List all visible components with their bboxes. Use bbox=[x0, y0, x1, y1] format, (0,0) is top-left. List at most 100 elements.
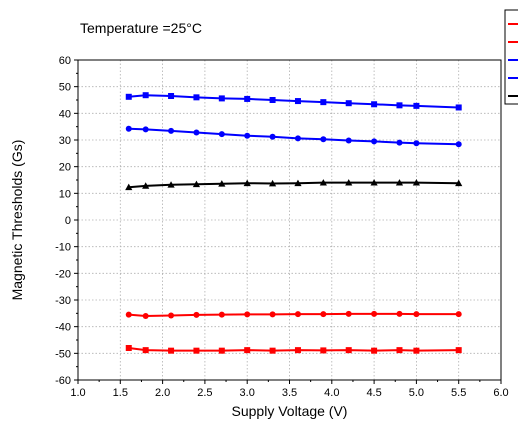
data-point bbox=[218, 347, 225, 354]
data-point bbox=[269, 133, 276, 140]
data-point bbox=[142, 126, 149, 133]
series-2 bbox=[125, 310, 462, 319]
data-point bbox=[320, 136, 327, 143]
data-point bbox=[244, 347, 251, 354]
x-tick-label: 2.0 bbox=[155, 387, 170, 399]
legend bbox=[504, 9, 518, 105]
x-tick-label: 4.0 bbox=[324, 387, 339, 399]
y-axis-title: Magnetic Thresholds (Gs) bbox=[9, 140, 25, 301]
y-tick-label: -20 bbox=[55, 268, 71, 280]
data-point bbox=[125, 183, 133, 191]
x-tick-label: 3.5 bbox=[282, 387, 297, 399]
data-point bbox=[319, 179, 327, 186]
x-tick-label: 5.5 bbox=[451, 387, 466, 399]
x-tick-label: 3.0 bbox=[240, 387, 255, 399]
data-point bbox=[320, 99, 327, 106]
temperature-annotation: Temperature =25°C bbox=[80, 20, 202, 36]
data-point bbox=[167, 181, 175, 188]
data-point bbox=[396, 139, 403, 146]
series-4 bbox=[125, 125, 462, 148]
series-line bbox=[128, 312, 459, 318]
data-point bbox=[413, 311, 420, 318]
data-point bbox=[218, 180, 226, 187]
y-tick-label: 10 bbox=[59, 188, 71, 200]
y-tick-label: 20 bbox=[59, 162, 71, 174]
data-point bbox=[455, 104, 462, 111]
x-tick-label: 1.0 bbox=[70, 387, 85, 399]
series-5 bbox=[125, 179, 463, 191]
data-point bbox=[193, 347, 200, 354]
data-point bbox=[168, 347, 175, 354]
data-point bbox=[345, 347, 352, 354]
data-point bbox=[345, 310, 352, 317]
x-tick-label: 1.5 bbox=[113, 387, 128, 399]
data-point bbox=[193, 129, 200, 136]
y-tick-label: -10 bbox=[55, 242, 71, 254]
data-point bbox=[371, 310, 378, 317]
data-point bbox=[243, 179, 251, 187]
data-point bbox=[455, 179, 463, 187]
data-point bbox=[142, 313, 149, 319]
data-point bbox=[294, 311, 301, 318]
data-point bbox=[294, 98, 301, 105]
series-1 bbox=[125, 345, 462, 354]
series-layer bbox=[125, 92, 463, 354]
data-point bbox=[370, 179, 378, 186]
data-point bbox=[269, 347, 276, 354]
data-point bbox=[193, 94, 200, 101]
legend-box bbox=[504, 9, 518, 105]
data-point bbox=[345, 179, 353, 186]
data-point bbox=[294, 135, 301, 142]
data-point bbox=[455, 311, 462, 318]
data-point bbox=[125, 125, 132, 132]
data-point bbox=[268, 179, 277, 187]
data-point bbox=[125, 93, 132, 100]
series-3 bbox=[125, 92, 462, 111]
series-line bbox=[128, 127, 459, 146]
data-point bbox=[125, 311, 132, 318]
data-point bbox=[244, 132, 251, 139]
x-tick-label: 6.0 bbox=[493, 387, 508, 399]
data-point bbox=[218, 131, 225, 138]
data-point bbox=[371, 101, 378, 108]
data-point bbox=[396, 310, 403, 317]
data-point bbox=[193, 311, 200, 318]
data-point bbox=[320, 347, 327, 354]
data-point bbox=[395, 179, 404, 186]
data-point bbox=[269, 97, 276, 103]
data-point bbox=[142, 347, 149, 354]
data-point bbox=[412, 179, 420, 186]
y-tick-label: -60 bbox=[55, 375, 71, 387]
data-point bbox=[371, 347, 378, 354]
x-tick-label: 2.5 bbox=[197, 387, 212, 399]
data-point bbox=[218, 311, 225, 318]
x-axis-title: Supply Voltage (V) bbox=[232, 403, 348, 419]
y-tick-label: -50 bbox=[55, 348, 71, 360]
data-point bbox=[294, 179, 302, 187]
y-axis: -60 -50 -40 -30 -20 -10 0 10 20 30 40 50 60 bbox=[55, 55, 78, 387]
grid bbox=[78, 60, 501, 380]
data-point bbox=[413, 102, 420, 109]
data-point bbox=[142, 92, 149, 99]
data-point bbox=[345, 100, 352, 107]
data-point bbox=[244, 311, 251, 318]
y-tick-label: 40 bbox=[59, 108, 71, 120]
series-line bbox=[128, 94, 459, 109]
data-point bbox=[192, 180, 201, 188]
data-point bbox=[168, 312, 175, 319]
x-tick-label: 5.0 bbox=[409, 387, 424, 399]
data-point bbox=[294, 347, 301, 354]
x-axis: 1.0 1.5 2.0 2.5 3.0 3.5 4.0 4.5 5.0 5.5 6.0 bbox=[70, 380, 509, 399]
data-point bbox=[269, 311, 276, 318]
data-point bbox=[371, 138, 378, 145]
y-tick-label: 50 bbox=[59, 82, 71, 94]
data-point bbox=[218, 95, 225, 102]
y-tick-label: 60 bbox=[59, 55, 71, 67]
data-point bbox=[168, 93, 175, 99]
data-point bbox=[320, 311, 327, 318]
data-point bbox=[413, 347, 420, 354]
y-tick-label: -40 bbox=[55, 322, 71, 334]
y-tick-label: 0 bbox=[65, 215, 71, 227]
data-point bbox=[244, 95, 251, 102]
